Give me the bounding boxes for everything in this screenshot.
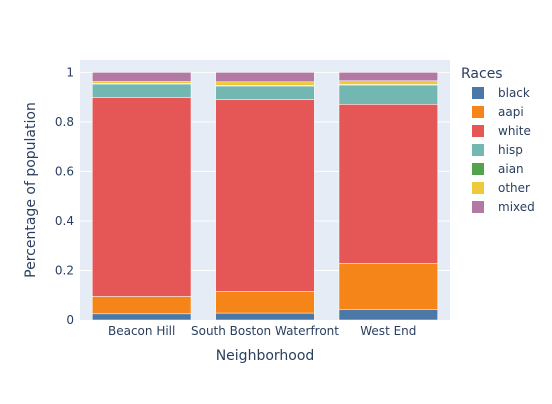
legend: Races black aapi white hisp aian other mixed [461,66,535,214]
bar-segment-hisp[interactable] [92,84,191,98]
bar-segment-aapi[interactable] [92,296,191,313]
bar-segment-white[interactable] [339,104,438,263]
bar-segment-mixed[interactable] [92,72,191,81]
legend-items: black aapi white hisp aian other mixed [472,86,535,214]
bar-segment-mixed[interactable] [339,72,438,80]
bar-segment-hisp[interactable] [216,86,315,100]
legend-item-mixed[interactable]: mixed [472,200,535,214]
bar-segment-black[interactable] [216,313,315,320]
bar-segment-hisp[interactable] [339,85,438,104]
bar-segment-other[interactable] [92,82,191,84]
bar-segment-white[interactable] [92,98,191,297]
legend-item-black[interactable]: black [472,86,530,100]
bar-segment-mixed[interactable] [216,72,315,81]
legend-item-aian[interactable]: aian [472,162,524,176]
x-tick-label: West End [360,324,416,338]
legend-label: white [498,124,531,138]
y-tick-label: 1 [66,65,74,79]
legend-swatch [472,201,484,213]
y-tick-label: 0.6 [55,164,74,178]
y-tick-labels: 0 0.2 0.4 0.6 0.8 1 [55,65,74,327]
legend-label: black [498,86,530,100]
legend-swatch [472,144,484,156]
legend-swatch [472,182,484,194]
legend-label: mixed [498,200,535,214]
y-tick-label: 0 [66,313,74,327]
bar-segment-white[interactable] [216,100,315,292]
legend-item-other[interactable]: other [472,181,530,195]
bar-segment-aapi[interactable] [339,263,438,309]
legend-label: aapi [498,105,524,119]
legend-label: other [498,181,530,195]
legend-label: hisp [498,143,523,157]
y-axis-title: Percentage of population [23,102,39,278]
bar-segment-black[interactable] [339,309,438,320]
y-tick-label: 0.4 [55,214,74,228]
legend-swatch [472,163,484,175]
bar-segment-black[interactable] [92,314,191,320]
legend-label: aian [498,162,524,176]
x-tick-labels: Beacon Hill South Boston Waterfront West E… [108,324,416,338]
y-tick-label: 0.2 [55,263,74,277]
legend-swatch [472,125,484,137]
bars-group [92,72,437,320]
bar-segment-other[interactable] [339,81,438,85]
x-tick-label: South Boston Waterfront [191,324,339,338]
legend-item-hisp[interactable]: hisp [472,143,523,157]
bar-segment-other[interactable] [216,82,315,86]
y-tick-label: 0.8 [55,115,74,129]
legend-swatch [472,106,484,118]
legend-title: Races [461,66,503,82]
x-tick-label: Beacon Hill [108,324,175,338]
legend-item-white[interactable]: white [472,124,531,138]
legend-swatch [472,87,484,99]
legend-item-aapi[interactable]: aapi [472,105,524,119]
bar-segment-aapi[interactable] [216,292,315,314]
x-axis-title: Neighborhood [216,348,315,364]
